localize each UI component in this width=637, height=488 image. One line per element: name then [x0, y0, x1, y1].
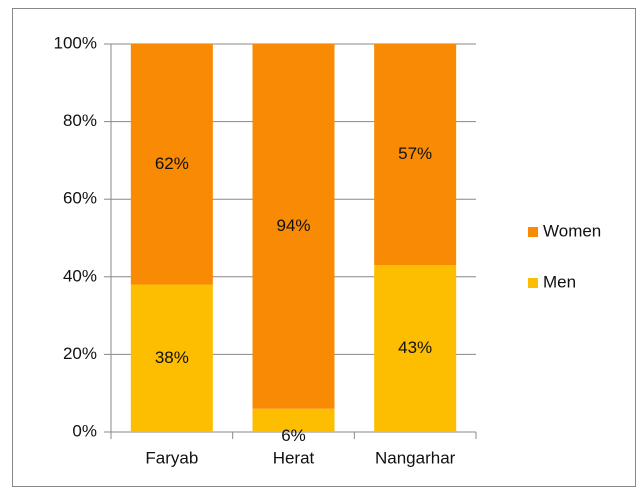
data-label: 6%: [281, 426, 306, 445]
data-label: 43%: [398, 338, 432, 357]
legend-label: Women: [543, 221, 601, 240]
x-tick-label: Nangarhar: [375, 448, 456, 467]
bar-segment: [130, 284, 213, 432]
legend-label: Men: [543, 272, 576, 291]
x-tick-label: Faryab: [145, 448, 198, 467]
y-tick-label: 80%: [63, 111, 97, 130]
y-tick-label: 100%: [54, 33, 97, 52]
bar-segment: [130, 44, 213, 285]
data-label: 38%: [155, 348, 189, 367]
y-tick-label: 20%: [63, 344, 97, 363]
legend-swatch: [528, 227, 538, 237]
x-tick-label: Herat: [273, 448, 315, 467]
legend-swatch: [528, 278, 538, 288]
y-tick-label: 60%: [63, 189, 97, 208]
data-label: 62%: [155, 154, 189, 173]
data-label: 94%: [276, 216, 310, 235]
bar-segment: [374, 265, 457, 432]
bar-segment: [374, 44, 457, 266]
bar-segment: [252, 408, 335, 432]
y-tick-label: 40%: [63, 266, 97, 285]
bar-segment: [252, 44, 335, 409]
data-label: 57%: [398, 144, 432, 163]
y-tick-label: 0%: [72, 421, 97, 440]
